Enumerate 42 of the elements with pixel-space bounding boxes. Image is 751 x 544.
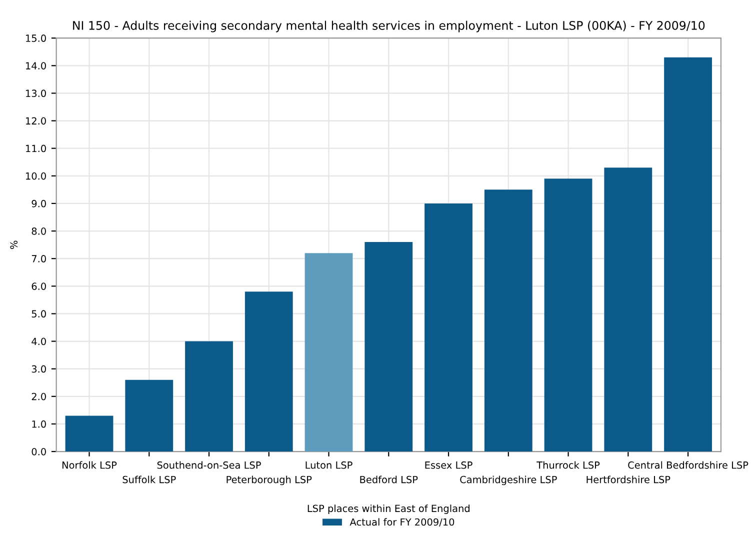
y-tick-label: 7.0 <box>32 255 46 262</box>
y-tick-label: 6.0 <box>32 282 46 290</box>
y-tick-label: 0.0 <box>32 448 46 456</box>
x-tick-label: Hertfordshire LSP <box>586 476 670 484</box>
bar <box>364 242 413 452</box>
y-tick-label: 12.0 <box>26 117 46 125</box>
x-tick-label: Southend-on-Sea LSP <box>157 461 261 469</box>
x-tick-label: Essex LSP <box>425 461 472 469</box>
bar <box>484 190 532 452</box>
y-tick-label: 3.0 <box>32 365 46 373</box>
x-tick-label: Peterborough LSP <box>226 476 312 486</box>
y-tick-label: 4.0 <box>32 338 46 346</box>
x-tick-label: Thurrock LSP <box>536 461 600 469</box>
y-tick-label: 2.0 <box>32 392 46 400</box>
bar <box>65 416 114 452</box>
bar <box>544 178 592 452</box>
y-tick-label: 14.0 <box>26 62 46 70</box>
y-tick-label: 11.0 <box>26 144 46 152</box>
y-tick-label: 8.0 <box>32 227 46 235</box>
x-tick-label: Bedford LSP <box>360 476 418 484</box>
x-tick-label: Cambridgeshire LSP <box>460 476 557 486</box>
bar <box>664 57 712 452</box>
y-tick-label: 9.0 <box>32 200 46 208</box>
bar <box>424 203 472 452</box>
x-axis-title: LSP places within East of England <box>308 504 470 514</box>
y-tick-label: 15.0 <box>26 34 46 42</box>
y-tick-label: 13.0 <box>26 90 46 98</box>
x-tick-label: Central Bedfordshire LSP <box>628 461 748 469</box>
bar <box>244 292 293 452</box>
x-tick-label: Suffolk LSP <box>122 476 176 484</box>
bar <box>185 341 233 452</box>
x-tick-label: Luton LSP <box>306 461 352 469</box>
legend-label: Actual for FY 2009/10 <box>350 518 454 526</box>
bar <box>125 380 174 452</box>
x-tick-label: Norfolk LSP <box>62 461 117 469</box>
y-tick-label: 5.0 <box>32 310 46 318</box>
chart-title: NI 150 - Adults receiving secondary mental health services in employment - Luton LSP (00KA) - FY 2009/10 <box>73 20 705 32</box>
bar <box>604 168 652 452</box>
y-axis-title: % <box>10 240 18 249</box>
bar <box>304 253 353 452</box>
y-tick-label: 1.0 <box>32 420 46 428</box>
y-tick-label: 10.0 <box>26 172 46 180</box>
